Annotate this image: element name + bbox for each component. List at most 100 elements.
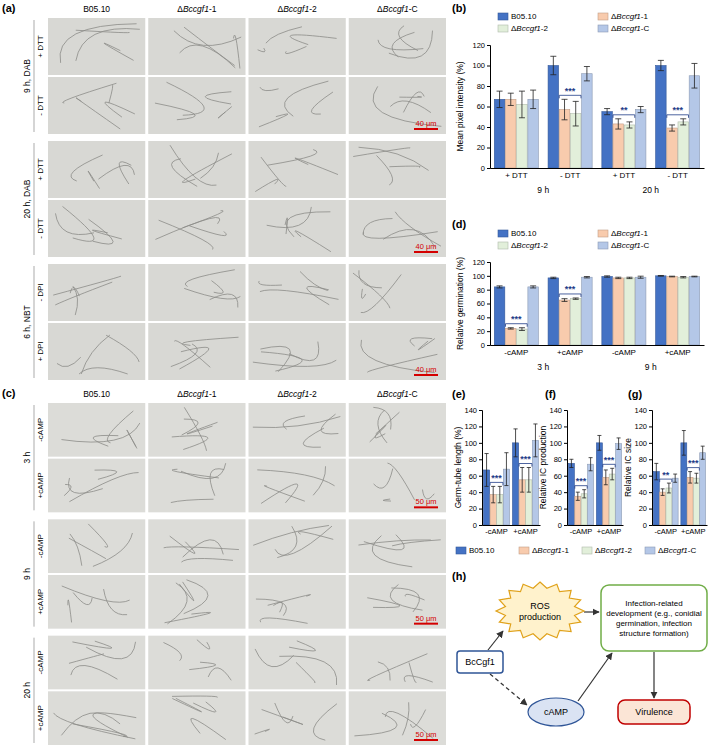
section-bracket xyxy=(34,405,35,510)
micrograph-placeholder xyxy=(349,403,446,457)
legend-swatch xyxy=(498,13,508,20)
y-axis-title: Relative IC production xyxy=(538,425,548,509)
y-tick-mark xyxy=(649,492,652,493)
y-tick-label: 80 xyxy=(469,455,477,464)
y-tick: 100 xyxy=(464,439,482,448)
x-tick-label: + DTT xyxy=(505,171,528,180)
text-part: -1 xyxy=(641,12,649,21)
y-tick-label: 60 xyxy=(469,472,477,481)
error-bar xyxy=(562,99,568,120)
error-bar xyxy=(573,298,579,299)
panel-label: (c) xyxy=(2,387,16,399)
y-tick-label: 0 xyxy=(558,521,562,530)
error-bar xyxy=(508,328,514,329)
y-tick-label: 60 xyxy=(554,472,562,481)
error-bar xyxy=(669,276,675,278)
x-tick-label: +cAMP xyxy=(513,527,537,536)
x-tick: -cAMP xyxy=(485,527,508,536)
y-tick: 40 xyxy=(554,488,567,497)
x-tick: +cAMP xyxy=(513,527,537,536)
micrograph-placeholder xyxy=(48,403,145,457)
y-tick-mark xyxy=(487,317,490,318)
micrograph-placeholder xyxy=(148,323,245,380)
micrograph-placeholder xyxy=(48,200,145,257)
column-label: ΔBccgf1-C xyxy=(377,389,418,399)
legend: B05.10ΔBccgf1-1ΔBccgf1-2ΔBccgf1-C xyxy=(456,546,696,555)
micrograph-placeholder xyxy=(249,323,346,380)
micrograph-placeholder xyxy=(148,77,245,134)
panel-label: (e) xyxy=(452,388,466,400)
y-axis: 020406080100120 xyxy=(472,41,490,173)
legend-label: ΔBccgf1-1 xyxy=(611,229,648,238)
y-tick-mark xyxy=(487,127,490,128)
micrograph-placeholder xyxy=(349,575,446,629)
hypha-decoration xyxy=(259,81,333,127)
bar xyxy=(689,277,700,345)
text-part: -1 xyxy=(209,4,217,14)
error-bar xyxy=(615,277,621,278)
y-tick-mark xyxy=(479,492,482,493)
y-tick-mark xyxy=(487,66,490,67)
error-bar xyxy=(576,492,580,500)
y-tick-mark xyxy=(487,331,490,332)
legend-label: B05.10 xyxy=(511,12,537,21)
group-label: 20 h xyxy=(642,185,659,195)
bar xyxy=(687,477,693,525)
y-tick: 80 xyxy=(639,455,652,464)
bar xyxy=(602,277,613,345)
y-tick-label: 0 xyxy=(473,521,477,530)
node-label: BcCgf1 xyxy=(465,657,495,667)
hypha-decoration xyxy=(255,150,338,192)
bar xyxy=(559,300,570,345)
y-tick-label: 120 xyxy=(549,422,562,431)
error-bar xyxy=(491,486,495,502)
bar-chart: 020406080100120140-cAMP+cAMP******Germ-t… xyxy=(452,388,696,555)
hypha-decoration xyxy=(258,27,337,54)
hypha-decoration xyxy=(155,82,232,119)
row-label: + DPI xyxy=(36,341,45,361)
y-tick-mark xyxy=(649,426,652,427)
y-tick-label: 40 xyxy=(469,488,477,497)
y-tick-mark xyxy=(479,410,482,411)
text-line: Infection-related xyxy=(625,599,682,608)
legend-swatch xyxy=(598,242,608,249)
micrograph-placeholder xyxy=(249,459,346,513)
x-tick-label: + DTT xyxy=(613,171,636,180)
arrow xyxy=(490,674,527,705)
y-tick: 80 xyxy=(554,455,567,464)
hypha-decoration xyxy=(64,470,138,502)
error-bar xyxy=(661,489,665,496)
bar xyxy=(689,76,700,168)
error-bar xyxy=(520,468,524,493)
image-panel: (a)B05.10ΔBccgf1-1ΔBccgf1-2ΔBccgf1-C+ DT… xyxy=(2,2,446,380)
y-tick: 60 xyxy=(639,472,652,481)
x-tick-label: -cAMP xyxy=(570,527,593,536)
micrograph-placeholder xyxy=(148,519,245,573)
bar xyxy=(672,478,678,525)
hypha-decoration xyxy=(171,337,239,369)
legend-swatch xyxy=(498,230,508,237)
error-bar xyxy=(638,276,644,278)
bar xyxy=(517,329,528,345)
scale-bar xyxy=(414,251,438,253)
legend-label: ΔBccgf1-2 xyxy=(511,241,548,250)
y-tick-label: 40 xyxy=(554,488,562,497)
scale-bar xyxy=(414,623,438,625)
micrograph-placeholder xyxy=(48,519,145,573)
y-tick-label: 120 xyxy=(472,41,485,50)
node-box xyxy=(618,700,690,724)
text-line: development (e.g., conidial xyxy=(606,609,702,618)
y-tick: 80 xyxy=(477,82,490,91)
text-part: -C xyxy=(409,4,418,14)
significance-label: *** xyxy=(576,476,587,486)
text-line: Virulence xyxy=(635,707,672,717)
text-line: production xyxy=(519,612,561,622)
y-tick-mark xyxy=(487,168,490,169)
error-bar xyxy=(584,277,590,278)
x-tick: -cAMP xyxy=(570,527,593,536)
legend: B05.10ΔBccgf1-1ΔBccgf1-2ΔBccgf1-C xyxy=(498,229,649,250)
y-tick: 140 xyxy=(549,406,567,415)
group-label: 3 h xyxy=(537,362,549,372)
y-tick: 120 xyxy=(464,422,482,431)
legend-label: ΔBccgf1-C xyxy=(611,241,649,250)
